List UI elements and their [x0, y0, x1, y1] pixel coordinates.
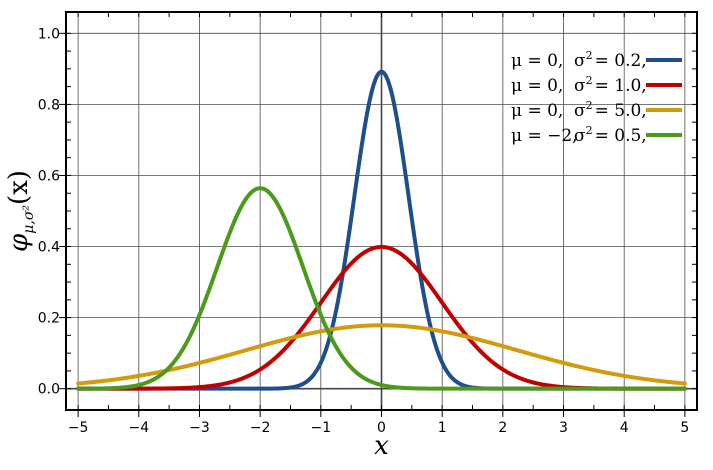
legend-sigma-superscript: 2 [586, 74, 593, 87]
x-tick-label: −3 [189, 420, 210, 436]
legend-entry-2: μ = 0, σ2 = 5.0, [511, 99, 682, 121]
legend-sigma-label: σ2 = 0.2, [574, 49, 647, 71]
legend-mu-label: μ = 0, [511, 76, 563, 96]
tick-labels: −5 −4 −3 −2 −1 0 1 2 3 4 5 0.0 0.2 0.4 0.6 0.8 1.0 [38, 26, 690, 436]
x-tick-label: 0 [377, 420, 386, 436]
x-tick-label: −5 [68, 420, 89, 436]
legend-sigma-superscript: 2 [586, 124, 593, 137]
legend-mu-label: μ = 0, [511, 51, 563, 71]
x-tick-label: 2 [498, 420, 507, 436]
y-axis-title-base: φ [4, 233, 34, 252]
x-tick-label: −1 [311, 420, 332, 436]
y-axis-title-arg: (x) [4, 170, 34, 205]
x-tick-label: 5 [680, 420, 689, 436]
y-axis-title-subscript: μ,σ² [21, 205, 37, 234]
x-tick-label: 3 [559, 420, 568, 436]
legend-sigma-symbol: σ [574, 101, 586, 121]
y-tick-label: 0.8 [38, 97, 60, 113]
x-tick-label: −4 [128, 420, 149, 436]
legend-sigma-superscript: 2 [586, 99, 593, 112]
x-axis-title: x [374, 431, 389, 461]
legend-entry-1: μ = 0, σ2 = 1.0, [511, 74, 682, 96]
legend-sigma-superscript: 2 [586, 49, 593, 62]
y-tick-label: 0.4 [38, 240, 60, 256]
legend-sigma-symbol: σ [574, 76, 586, 96]
y-tick-label: 0.6 [38, 168, 60, 184]
legend-entry-0: μ = 0, σ2 = 0.2, [511, 49, 682, 71]
axis-titles: x φμ,σ²(x) [4, 170, 389, 461]
legend-sigma-label: σ2 = 5.0, [574, 99, 647, 121]
legend-sigma-value: = 5.0, [595, 101, 647, 121]
y-tick-label: 1.0 [38, 26, 60, 42]
legend-sigma-symbol: σ [574, 51, 586, 71]
y-axis-title: φμ,σ²(x) [4, 170, 37, 252]
legend-entry-3: μ = −2,σ2 = 0.5, [511, 124, 682, 146]
x-tick-label: −2 [250, 420, 271, 436]
legend-sigma-value: = 0.2, [595, 51, 647, 71]
x-tick-label: 1 [438, 420, 447, 436]
legend-sigma-label: σ2 = 0.5, [574, 124, 647, 146]
legend-mu-label: μ = 0, [511, 101, 563, 121]
y-tick-label: 0.2 [38, 311, 60, 327]
legend-sigma-value: = 0.5, [595, 126, 647, 146]
x-tick-label: 4 [620, 420, 629, 436]
legend-sigma-value: = 1.0, [595, 76, 647, 96]
series-line-3 [76, 186, 687, 391]
legend-sigma-symbol: σ [574, 126, 586, 146]
plot-frame [65, 11, 698, 411]
legend: μ = 0, σ2 = 0.2,μ = 0, σ2 = 1.0,μ = 0, σ2 = 5.… [511, 49, 682, 146]
legend-mu-label: μ = −2, [511, 126, 578, 146]
legend-sigma-label: σ2 = 1.0, [574, 74, 647, 96]
y-tick-label: 0.0 [38, 382, 60, 398]
series-layer [76, 69, 687, 391]
series-line-2 [76, 323, 687, 386]
